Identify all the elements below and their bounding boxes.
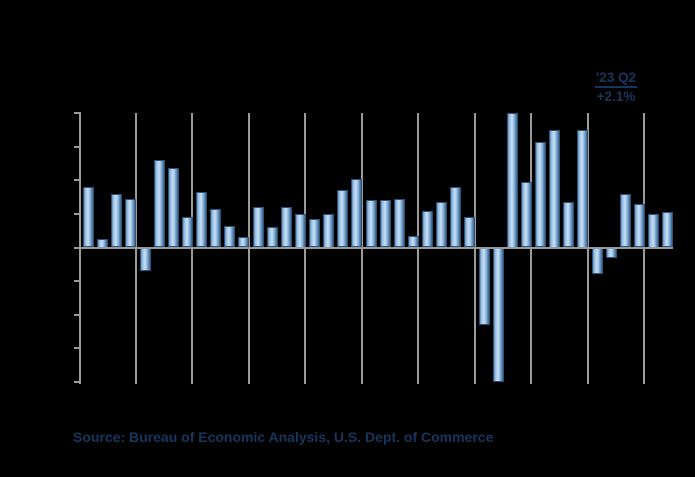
source-credit: Source: Bureau of Economic Analysis, U.S… bbox=[73, 429, 494, 445]
gdp-bar bbox=[422, 210, 433, 248]
gdp-bar bbox=[111, 193, 122, 248]
gdp-bar bbox=[309, 218, 320, 248]
y-axis-tick bbox=[74, 347, 81, 350]
gdp-bar bbox=[83, 186, 94, 248]
gdp-bar bbox=[563, 202, 574, 248]
year-gridline bbox=[247, 113, 250, 384]
gdp-bar bbox=[648, 213, 659, 248]
gdp-bar bbox=[662, 212, 673, 248]
y-axis-tick bbox=[74, 246, 81, 249]
plot-area bbox=[74, 112, 673, 384]
gdp-bar bbox=[365, 200, 377, 248]
y-axis-tick bbox=[74, 313, 81, 316]
latest-quarter-annotation: '23 Q2 +2.1% bbox=[570, 70, 662, 104]
year-gridline bbox=[417, 113, 419, 384]
gdp-bar bbox=[520, 181, 532, 248]
year-gridline bbox=[304, 113, 306, 384]
gdp-bar bbox=[535, 141, 546, 248]
gdp-bar bbox=[167, 168, 179, 248]
gdp-bar bbox=[492, 247, 504, 382]
latest-quarter-label: '23 Q2 bbox=[595, 70, 637, 88]
gdp-bar bbox=[591, 247, 603, 275]
gdp-bar bbox=[379, 200, 391, 248]
year-gridline bbox=[586, 113, 589, 384]
latest-quarter-value: +2.1% bbox=[596, 89, 636, 104]
y-axis-tick bbox=[74, 280, 81, 283]
gdp-bar bbox=[605, 247, 617, 258]
year-gridline bbox=[191, 113, 193, 384]
gdp-bar bbox=[153, 160, 165, 248]
gdp-bar bbox=[210, 208, 221, 248]
gdp-bar bbox=[393, 198, 405, 248]
gdp-bar bbox=[337, 190, 348, 248]
zero-baseline bbox=[79, 246, 673, 249]
year-gridline bbox=[134, 113, 137, 384]
gdp-bar bbox=[252, 207, 264, 248]
y-axis-tick bbox=[74, 179, 81, 182]
gdp-bar bbox=[125, 198, 136, 248]
year-gridline bbox=[360, 113, 363, 384]
gdp-bar bbox=[323, 213, 334, 248]
y-axis-tick bbox=[74, 112, 81, 114]
gdp-bar bbox=[224, 225, 235, 248]
y-axis-tick bbox=[74, 381, 81, 383]
gdp-bar bbox=[619, 193, 631, 248]
gdp-bar bbox=[436, 202, 447, 248]
year-gridline bbox=[643, 113, 645, 384]
gdp-bar bbox=[478, 247, 490, 325]
gdp-bar bbox=[294, 213, 306, 248]
gdp-bar bbox=[280, 207, 292, 248]
y-axis bbox=[79, 113, 81, 384]
y-axis-tick bbox=[74, 145, 81, 148]
gdp-bar bbox=[266, 227, 278, 248]
gdp-bar bbox=[450, 186, 461, 248]
gdp-bar bbox=[506, 113, 518, 248]
y-axis-tick bbox=[74, 212, 81, 215]
gdp-bar bbox=[351, 178, 362, 248]
gdp-bar bbox=[181, 217, 193, 248]
gdp-bar bbox=[633, 203, 645, 248]
year-gridline bbox=[530, 113, 532, 384]
gdp-bar bbox=[549, 129, 560, 248]
gdp-bar bbox=[464, 217, 475, 248]
gdp-bar bbox=[196, 192, 207, 248]
gdp-bar bbox=[139, 247, 151, 272]
gdp-bar bbox=[577, 129, 588, 248]
year-gridline bbox=[473, 113, 476, 384]
